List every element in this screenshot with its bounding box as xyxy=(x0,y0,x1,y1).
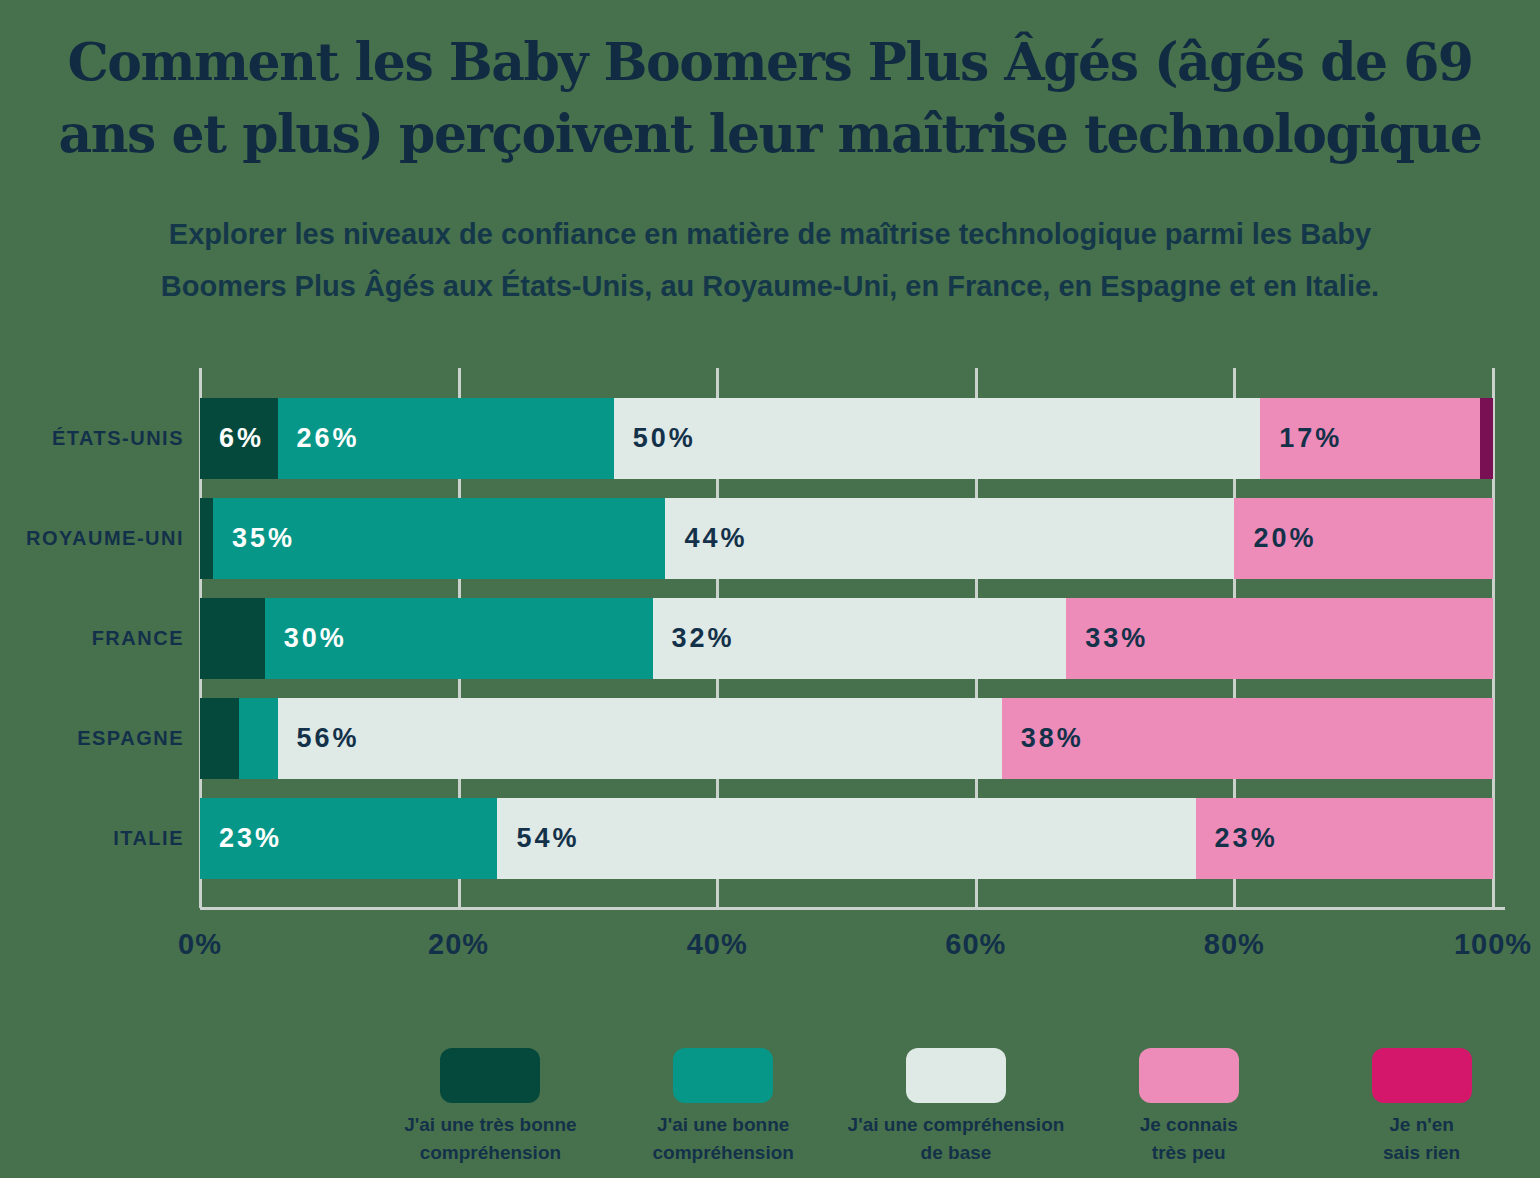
bar-segment xyxy=(200,598,265,679)
legend-swatch xyxy=(1372,1048,1472,1103)
bar-segment-label: 35% xyxy=(213,523,295,554)
country-label: ITALIE xyxy=(0,798,184,879)
bar-segment: 17% xyxy=(1260,398,1480,479)
bar-segment: 38% xyxy=(1002,698,1493,779)
legend-swatch xyxy=(440,1048,540,1103)
x-axis-baseline xyxy=(200,907,1505,910)
chart-title-line2: ans et plus) perçoivent leur maîtrise te… xyxy=(59,103,1482,164)
x-tick-label: 60% xyxy=(945,928,1006,961)
bar-segment: 26% xyxy=(278,398,614,479)
bar-row: 6% 26% 50% 17% xyxy=(200,398,1493,479)
bar-segment-label: 38% xyxy=(1002,723,1084,754)
bar-segment: 50% xyxy=(614,398,1261,479)
bar-segment: 20% xyxy=(1234,498,1493,579)
legend-item: J'ai une très bonne compréhension xyxy=(374,1048,607,1167)
legend-swatch xyxy=(673,1048,773,1103)
legend-swatch xyxy=(1139,1048,1239,1103)
bar-segment-label: 30% xyxy=(265,623,347,654)
bar-segment-label: 33% xyxy=(1066,623,1148,654)
x-tick-label: 0% xyxy=(178,928,222,961)
chart-subtitle: Explorer les niveaux de confiance en mat… xyxy=(0,208,1540,312)
bar-segment-label: 54% xyxy=(497,823,579,854)
legend-item: J'ai une compréhension de base xyxy=(840,1048,1073,1167)
chart-area: ÉTATS-UNIS ROYAUME-UNI FRANCE ESPAGNE ITALIE… xyxy=(0,368,1540,978)
chart-subtitle-line2: Boomers Plus Âgés aux États-Unis, au Roy… xyxy=(161,270,1379,302)
bar-row: 56% 38% xyxy=(200,698,1493,779)
bar-segment-label: 23% xyxy=(200,823,282,854)
bar-segment-label: 32% xyxy=(653,623,735,654)
legend-item: J'ai une bonne compréhension xyxy=(607,1048,840,1167)
bar-segment-label: 20% xyxy=(1234,523,1316,554)
legend-label: Je n'en sais rien xyxy=(1383,1111,1460,1167)
legend-label: Je connais très peu xyxy=(1140,1111,1238,1167)
bar-segment: 56% xyxy=(278,698,1002,779)
bar-segment-label: 6% xyxy=(200,423,264,454)
legend-label: J'ai une compréhension de base xyxy=(848,1111,1065,1167)
bar-row: 35% 44% 20% xyxy=(200,498,1493,579)
bar-segment-label: 50% xyxy=(614,423,696,454)
x-tick-label: 20% xyxy=(428,928,489,961)
legend: J'ai une très bonne compréhension J'ai un… xyxy=(374,1048,1538,1167)
legend-item: Je connais très peu xyxy=(1072,1048,1305,1167)
country-labels: ÉTATS-UNIS ROYAUME-UNI FRANCE ESPAGNE ITALIE xyxy=(0,368,184,908)
bar-segment-label: 44% xyxy=(665,523,747,554)
bar-segment: 35% xyxy=(213,498,666,579)
bar-segment xyxy=(239,698,278,779)
bar-row: 23% 54% 23% xyxy=(200,798,1493,879)
chart-title-line1: Comment les Baby Boomers Plus Âgés (âgés… xyxy=(67,31,1472,92)
bar-segment xyxy=(1480,398,1493,479)
legend-swatch xyxy=(906,1048,1006,1103)
bar-segment xyxy=(200,498,213,579)
bar-segment: 23% xyxy=(1196,798,1493,879)
bar-segment-label: 17% xyxy=(1260,423,1342,454)
bar-segment-label: 26% xyxy=(278,423,360,454)
bar-segment: 54% xyxy=(497,798,1195,879)
country-label: ESPAGNE xyxy=(0,698,184,779)
plot-area: 6% 26% 50% 17% 35% 44% 20% 30% 32% 33% 56% 38% 23% 54… xyxy=(200,368,1493,908)
x-tick-label: 40% xyxy=(687,928,748,961)
page-root: Comment les Baby Boomers Plus Âgés (âgés… xyxy=(0,0,1540,1178)
x-tick-label: 80% xyxy=(1204,928,1265,961)
bar-segment: 33% xyxy=(1066,598,1493,679)
legend-label: J'ai une très bonne compréhension xyxy=(404,1111,576,1167)
bar-segment: 44% xyxy=(665,498,1234,579)
legend-item: Je n'en sais rien xyxy=(1305,1048,1538,1167)
country-label: ÉTATS-UNIS xyxy=(0,398,184,479)
chart-subtitle-line1: Explorer les niveaux de confiance en mat… xyxy=(169,218,1371,250)
bar-segment: 32% xyxy=(653,598,1067,679)
country-label: ROYAUME-UNI xyxy=(0,498,184,579)
bar-segment: 23% xyxy=(200,798,497,879)
chart-title: Comment les Baby Boomers Plus Âgés (âgés… xyxy=(0,26,1540,170)
bar-segment xyxy=(200,698,239,779)
bar-segment: 6% xyxy=(200,398,278,479)
legend-label: J'ai une bonne compréhension xyxy=(652,1111,793,1167)
bar-segment-label: 23% xyxy=(1196,823,1278,854)
bar-row: 30% 32% 33% xyxy=(200,598,1493,679)
x-tick-label: 100% xyxy=(1454,928,1532,961)
bar-segment-label: 56% xyxy=(278,723,360,754)
country-label: FRANCE xyxy=(0,598,184,679)
bar-segment: 30% xyxy=(265,598,653,679)
